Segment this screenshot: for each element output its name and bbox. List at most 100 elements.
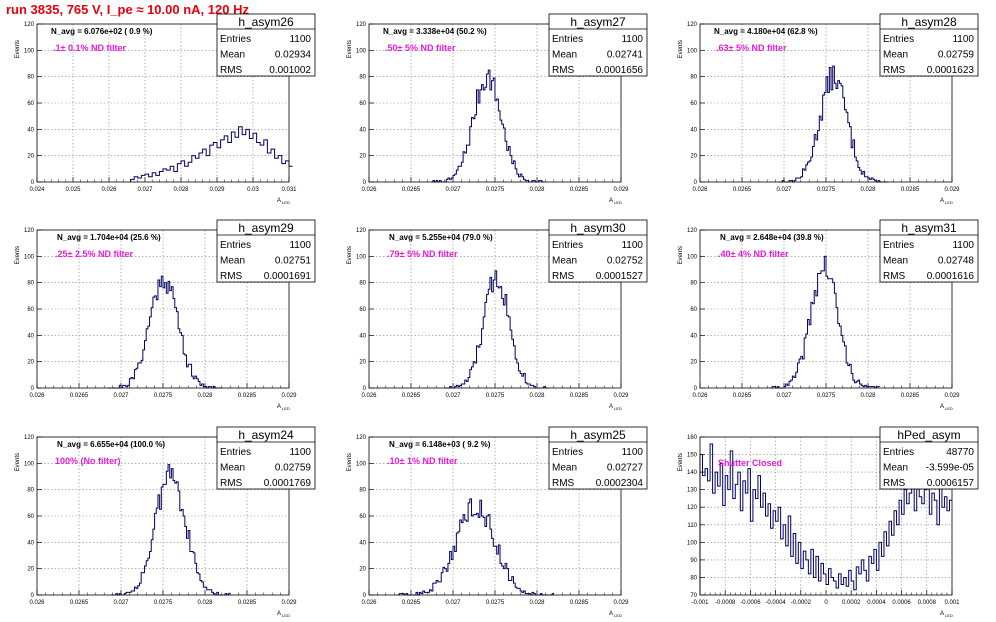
y-axis-label: Events xyxy=(678,246,684,264)
stats-value-mean: 0.02759 xyxy=(275,463,312,474)
x-tick-label: 0.0265 xyxy=(402,187,421,193)
x-tick-label: 0.028 xyxy=(173,187,189,193)
y-tick-label: 60 xyxy=(359,101,366,107)
stats-value-mean: 0.02727 xyxy=(607,463,644,474)
x-tick-label: 0.027 xyxy=(113,600,129,606)
histogram-bars xyxy=(699,443,952,595)
y-tick-label: 60 xyxy=(690,307,697,313)
x-axis-label-subscript: LED xyxy=(282,406,290,411)
y-tick-label: 100 xyxy=(356,48,367,54)
x-tick-label: 0.027 xyxy=(776,393,792,399)
x-tick-label: -0.0006 xyxy=(740,600,761,606)
x-tick-label: 0.027 xyxy=(776,187,792,193)
stats-label-entries: Entries xyxy=(552,447,583,458)
y-tick-label: 100 xyxy=(687,540,698,546)
x-tick-label: 0.026 xyxy=(361,393,377,399)
stats-label-rms: RMS xyxy=(552,65,575,76)
y-tick-label: 20 xyxy=(359,360,366,366)
stats-value-entries: 1100 xyxy=(952,34,974,45)
stats-value-rms: 0.0001616 xyxy=(927,271,975,282)
x-tick-label: 0.029 xyxy=(281,393,297,399)
y-tick-label: 100 xyxy=(24,48,35,54)
navg-annotation: N_avg = 6.148e+03 ( 9.2 %) xyxy=(389,440,491,449)
x-tick-label: 0.028 xyxy=(860,393,876,399)
stats-box-frame xyxy=(548,219,648,283)
y-tick-label: 60 xyxy=(359,514,366,520)
x-tick-label: 0.028 xyxy=(197,393,213,399)
filter-annotation: Shutter Closed xyxy=(718,458,782,468)
histogram-bars xyxy=(444,270,549,389)
stats-value-entries: 1100 xyxy=(621,34,643,45)
x-axis-label: A xyxy=(940,404,944,410)
stats-box-frame xyxy=(216,13,316,77)
navg-annotation: N_avg = 6.076e+02 ( 0.9 %) xyxy=(51,27,153,36)
stats-box-title: h_asym25 xyxy=(570,428,626,442)
x-axis-label-subscript: LED xyxy=(282,200,290,205)
stats-box-title: h_asym31 xyxy=(901,221,957,235)
histogram-bars xyxy=(770,255,880,389)
histogram-panel-h_asym26: 0.024 0.025 0.026 0.027 0.028 0.029 0.03 0.031 0… xyxy=(15,13,316,205)
x-tick-label: 0.026 xyxy=(361,600,377,606)
x-tick-label: 0.028 xyxy=(529,600,545,606)
x-tick-label: 0.026 xyxy=(101,187,117,193)
y-tick-label: 20 xyxy=(27,360,34,366)
y-tick-label: 80 xyxy=(690,281,697,287)
stats-value-entries: 1100 xyxy=(952,240,974,251)
y-tick-label: 80 xyxy=(27,281,34,287)
x-tick-label: 0.0275 xyxy=(817,393,836,399)
x-tick-label: 0.0265 xyxy=(733,187,752,193)
x-tick-label: -0.0004 xyxy=(765,600,786,606)
stats-value-mean: 0.02759 xyxy=(938,50,975,61)
y-tick-label: 70 xyxy=(690,593,697,599)
y-tick-label: 100 xyxy=(24,461,35,467)
stats-box-frame xyxy=(216,219,316,283)
y-tick-label: 40 xyxy=(359,127,366,133)
x-tick-label: 0.028 xyxy=(197,600,213,606)
stats-box: h_asym31 Entries 1100 Mean 0.02748 RMS 0.00016… xyxy=(879,219,979,283)
x-tick-label: 0.026 xyxy=(29,393,45,399)
stats-label-rms: RMS xyxy=(552,478,575,489)
x-tick-label: 0.0275 xyxy=(486,187,505,193)
stats-value-mean: 0.02748 xyxy=(938,256,975,267)
stats-value-mean: 0.02741 xyxy=(607,50,644,61)
y-tick-label: 0 xyxy=(31,593,35,599)
y-tick-label: 60 xyxy=(690,101,697,107)
x-tick-label: 0.029 xyxy=(209,187,225,193)
histogram-bars xyxy=(107,275,222,389)
y-tick-label: 80 xyxy=(359,488,366,494)
y-tick-label: 80 xyxy=(690,75,697,81)
y-axis-label: Events xyxy=(15,246,21,264)
x-tick-label: 0.026 xyxy=(692,393,708,399)
x-tick-label: 0.029 xyxy=(944,187,960,193)
x-axis-label-subscript: LED xyxy=(945,200,953,205)
filter-annotation: 100% (No filter) xyxy=(55,456,121,466)
x-tick-label: 0.029 xyxy=(613,600,629,606)
y-tick-label: 130 xyxy=(687,488,698,494)
y-tick-label: 60 xyxy=(27,101,34,107)
histogram-bars xyxy=(778,65,889,183)
x-tick-label: 0.028 xyxy=(860,187,876,193)
histogram-panel-h_asym28: 0.026 0.0265 0.027 0.0275 0.028 0.0285 0.029 0 2… xyxy=(678,13,979,205)
y-tick-label: 0 xyxy=(363,386,367,392)
filter-annotation: .10± 1% ND filter xyxy=(387,456,458,466)
x-tick-label: 0.029 xyxy=(613,187,629,193)
stats-box-title: h_asym29 xyxy=(238,221,294,235)
x-axis-label: A xyxy=(609,404,613,410)
x-tick-label: 0.0275 xyxy=(486,393,505,399)
y-tick-label: 60 xyxy=(27,514,34,520)
x-tick-label: 0.024 xyxy=(29,187,45,193)
navg-annotation: N_avg = 4.180e+04 (62.8 %) xyxy=(714,27,818,36)
histogram-panel-h_asym29: 0.026 0.0265 0.027 0.0275 0.028 0.0285 0.029 0 2… xyxy=(15,219,316,411)
stats-label-rms: RMS xyxy=(552,271,575,282)
stats-value-mean: 0.02751 xyxy=(275,256,312,267)
y-tick-label: 40 xyxy=(690,127,697,133)
stats-box-frame xyxy=(879,426,979,490)
stats-value-rms: 0.0001623 xyxy=(927,65,975,76)
histogram-panel-h_asym31: 0.026 0.0265 0.027 0.0275 0.028 0.0285 0.029 0 2… xyxy=(678,219,979,411)
x-tick-label: -0.001 xyxy=(691,600,709,606)
x-tick-label: 0.0285 xyxy=(238,600,257,606)
x-axis-label-subscript: LED xyxy=(614,200,622,205)
x-axis-label: A xyxy=(609,198,613,204)
histogram-bars xyxy=(397,498,554,596)
y-tick-label: 80 xyxy=(27,488,34,494)
